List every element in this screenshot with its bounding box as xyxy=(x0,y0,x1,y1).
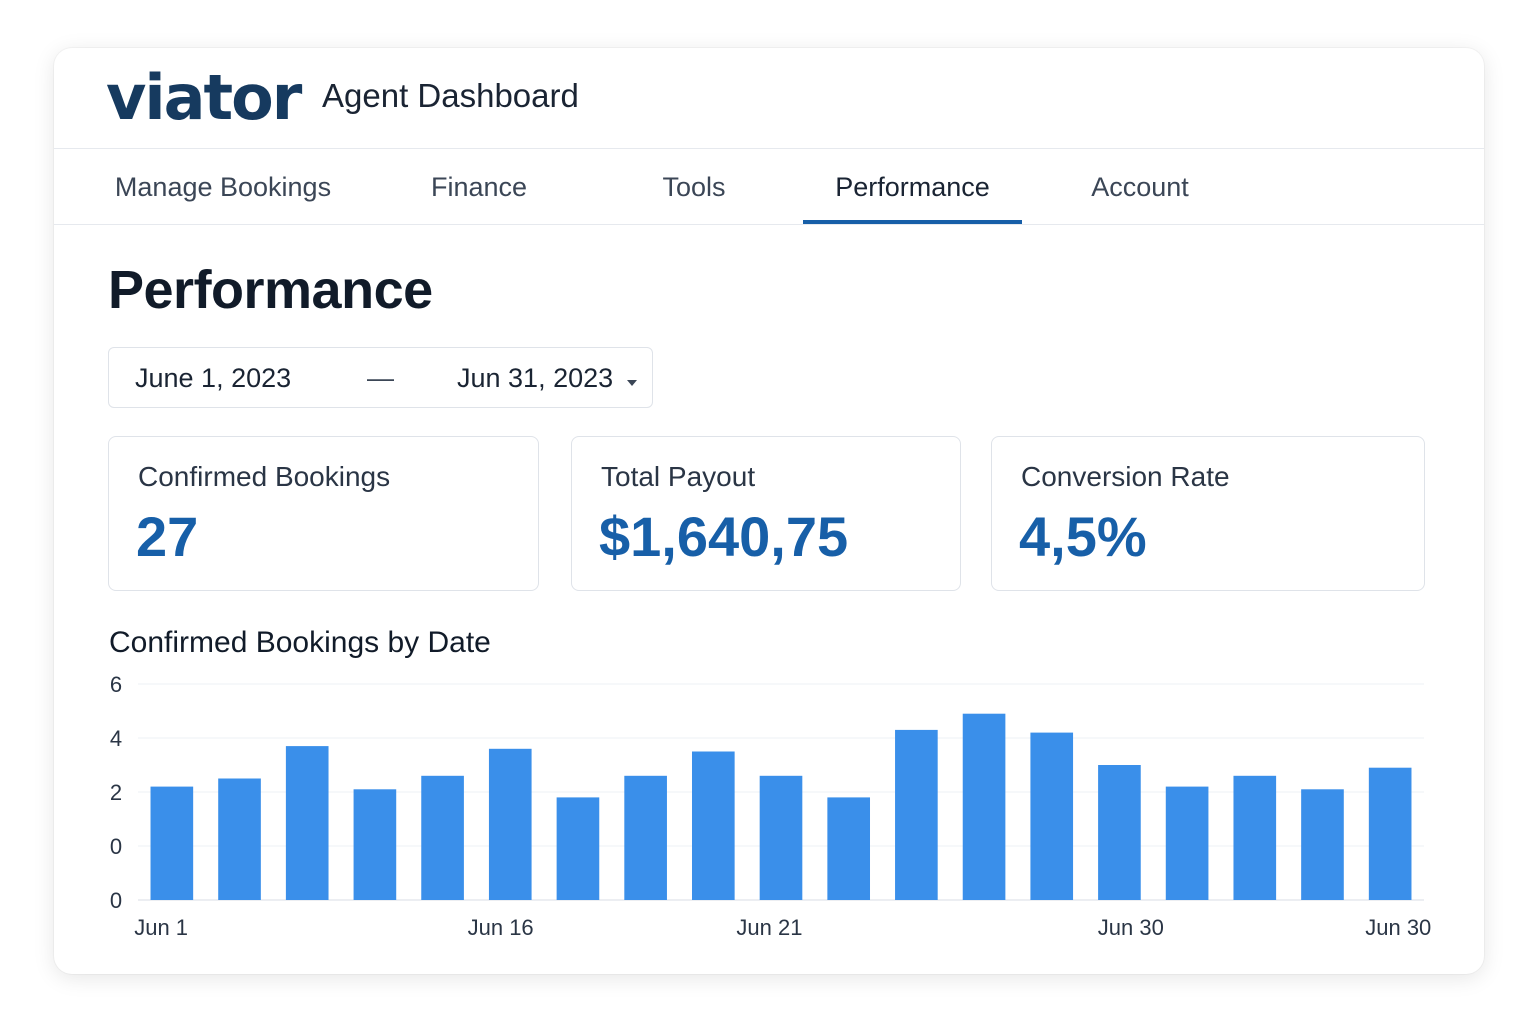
x-tick-label: Jun 30 xyxy=(1098,915,1164,940)
x-tick-label: Jun 30 xyxy=(1365,915,1431,940)
bar-10 xyxy=(759,775,803,900)
page-title: Performance xyxy=(108,260,433,320)
y-tick-label: 0 xyxy=(110,888,122,913)
bar-17 xyxy=(1233,775,1277,900)
stat-value: $1,640,75 xyxy=(599,505,849,568)
date-range-picker[interactable]: June 1, 2023 — Jun 31, 2023 xyxy=(108,347,653,408)
app-header: viator Agent Dashboard xyxy=(54,48,1484,149)
bar-12 xyxy=(895,729,938,900)
stat-card-total-payout: Total Payout $1,640,75 xyxy=(571,436,961,591)
stat-value: 27 xyxy=(136,505,199,568)
bar-13 xyxy=(962,713,1006,900)
y-tick-label: 0 xyxy=(110,834,122,859)
x-tick-label: Jun 1 xyxy=(134,915,188,940)
stat-value: 4,5% xyxy=(1019,505,1147,568)
tab-performance[interactable]: Performance xyxy=(835,172,990,202)
x-tick-label: Jun 16 xyxy=(468,915,534,940)
chevron-down-icon[interactable] xyxy=(627,380,637,386)
bar-15 xyxy=(1098,765,1141,900)
date-range-separator: — xyxy=(367,363,394,393)
bar-3 xyxy=(285,746,329,900)
tab-tools[interactable]: Tools xyxy=(662,172,726,202)
stat-label: Confirmed Bookings xyxy=(138,461,391,492)
bookings-bar-chart: 0 0 2 4 6 Jun 1 Jun 16 Jun 21 Jun 30 Jun 30 xyxy=(110,672,1431,940)
stat-label: Conversion Rate xyxy=(1021,461,1230,492)
bar-16 xyxy=(1165,786,1209,900)
bar-14 xyxy=(1030,732,1074,900)
app-title: Agent Dashboard xyxy=(322,77,579,114)
x-tick-label: Jun 21 xyxy=(736,915,802,940)
bar-8 xyxy=(624,775,667,900)
stat-card-confirmed-bookings: Confirmed Bookings 27 xyxy=(108,436,539,591)
bar-2 xyxy=(218,778,261,900)
y-tick-label: 6 xyxy=(110,672,122,697)
bar-1 xyxy=(150,786,194,900)
tab-manage-bookings[interactable]: Manage Bookings xyxy=(114,172,332,202)
bar-11 xyxy=(827,797,871,900)
bar-7 xyxy=(556,797,600,900)
main-nav: Manage Bookings Finance Tools Performanc… xyxy=(54,149,1484,225)
bar-6 xyxy=(488,748,532,900)
active-tab-indicator xyxy=(803,220,1022,224)
y-tick-label: 2 xyxy=(110,780,122,805)
date-range-end[interactable]: Jun 31, 2023 xyxy=(457,363,614,393)
date-range-start[interactable]: June 1, 2023 xyxy=(135,363,292,393)
bar-4 xyxy=(353,789,397,900)
tab-finance[interactable]: Finance xyxy=(430,172,528,202)
stat-card-conversion-rate: Conversion Rate 4,5% xyxy=(991,436,1425,591)
viator-logo[interactable]: viator xyxy=(106,61,302,134)
bar-19 xyxy=(1368,767,1412,900)
dashboard-card: viator Agent Dashboard Manage Bookings F… xyxy=(54,48,1484,974)
bar-5 xyxy=(421,775,464,900)
chart-title: Confirmed Bookings by Date xyxy=(109,626,491,659)
tab-account[interactable]: Account xyxy=(1091,172,1189,202)
y-tick-label: 4 xyxy=(110,726,122,751)
stat-label: Total Payout xyxy=(601,461,756,492)
bar-18 xyxy=(1301,789,1344,900)
bar-9 xyxy=(691,751,735,900)
